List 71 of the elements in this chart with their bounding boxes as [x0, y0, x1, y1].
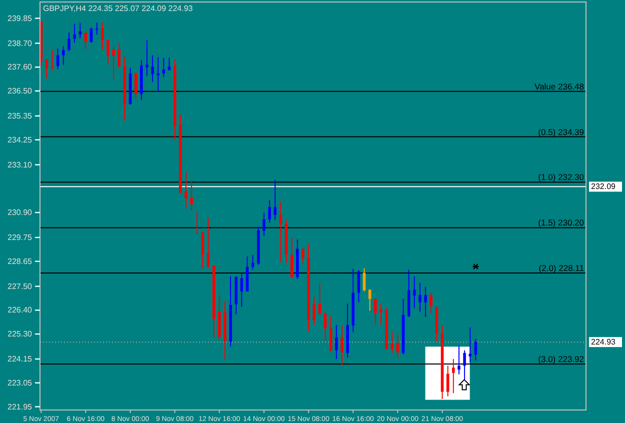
candlestick [374, 298, 377, 326]
candlestick [318, 282, 322, 316]
candlestick [206, 217, 210, 269]
y-tick-label: 235.35 [8, 111, 33, 120]
candlestick [151, 54, 154, 83]
ref-line-label: 232.09 [591, 182, 616, 192]
candlestick [396, 334, 400, 359]
candlestick [146, 39, 148, 77]
candlestick [312, 296, 316, 326]
y-tick-label: 221.95 [8, 402, 33, 412]
candlestick [357, 270, 360, 303]
candlestick [463, 350, 466, 380]
ref-line-label: (1.0) 232.30 [538, 172, 584, 182]
candlestick [118, 42, 121, 68]
candlestick [78, 22, 82, 39]
candlestick [50, 49, 54, 71]
ref-line-label: (1.5) 230.20 [538, 218, 584, 228]
y-tick-label: 237.60 [8, 62, 33, 72]
candlestick [90, 26, 93, 44]
candlestick [106, 39, 110, 66]
candlestick [380, 303, 382, 326]
candlestick [101, 22, 104, 50]
candlestick [368, 289, 372, 312]
y-tick-label: 236.50 [8, 86, 33, 96]
candlestick [262, 212, 266, 237]
candlestick [196, 210, 199, 234]
ref-line-label: (3.0) 223.92 [538, 354, 584, 364]
candlestick [274, 179, 277, 221]
y-tick-label: 226.40 [8, 306, 33, 315]
candlestick [73, 23, 76, 44]
candlestick [268, 200, 271, 224]
y-tick-label: 229.75 [8, 233, 33, 242]
candlestick [184, 172, 188, 209]
candlestick [201, 232, 204, 269]
y-tick-label: 230.90 [8, 208, 33, 218]
y-tick-label: 224.15 [8, 354, 33, 364]
y-tick-label: 223.05 [8, 378, 33, 388]
candlestick [458, 345, 460, 375]
candlestick [156, 56, 160, 93]
candlestick [390, 331, 394, 354]
candlestick [424, 286, 427, 318]
y-tick-label: 225.30 [8, 330, 33, 339]
candlestick [446, 365, 450, 397]
candlestick [95, 22, 98, 36]
candlestick [430, 292, 433, 314]
candlestick [302, 248, 304, 264]
y-tick-label: 233.10 [8, 160, 33, 170]
candlestick [340, 325, 344, 366]
candlestick [190, 180, 193, 211]
ref-line-label: Value 236.48 [534, 81, 584, 92]
candlestick [413, 276, 416, 309]
candlestick [452, 358, 455, 394]
candlestick [418, 282, 422, 312]
candlestick [329, 316, 332, 353]
y-tick-label: 239.85 [8, 14, 33, 23]
y-tick-label: 234.25 [8, 135, 33, 144]
y-tick-label: 228.65 [8, 256, 33, 266]
candlestick [468, 327, 472, 363]
candlestick [168, 56, 171, 71]
ref-line-label: (2.0) 228.11 [538, 263, 584, 274]
candlestick [112, 46, 115, 81]
y-tick-label: 238.70 [8, 38, 33, 48]
ref-line-label: 224.93 [591, 338, 616, 347]
candlestick [84, 30, 88, 50]
candlestick [324, 312, 327, 341]
ref-line-label: (0.5) 234.39 [538, 126, 584, 137]
candlestick [68, 32, 70, 52]
candlestick [62, 46, 65, 66]
y-tick-label: 227.50 [8, 282, 33, 291]
chart-title: GBPJPY,H4 224.35 225.07 224.09 224.93 [43, 4, 194, 13]
candlestick [335, 324, 338, 360]
